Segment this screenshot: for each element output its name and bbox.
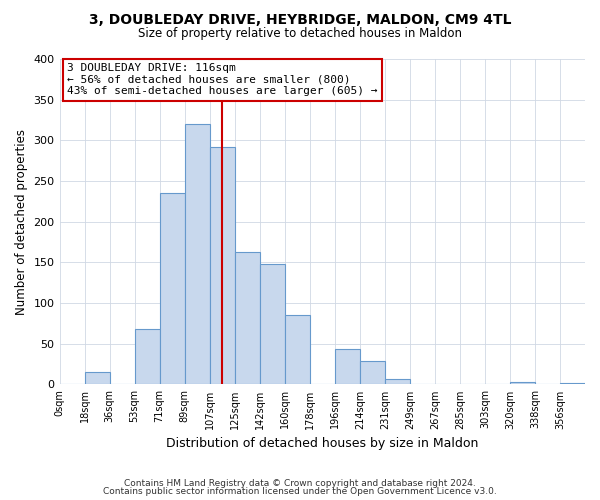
Bar [235, 252, 260, 384]
Bar [510, 382, 535, 384]
Bar [134, 329, 160, 384]
Bar [160, 193, 185, 384]
Bar [185, 124, 209, 384]
Text: Contains HM Land Registry data © Crown copyright and database right 2024.: Contains HM Land Registry data © Crown c… [124, 478, 476, 488]
Text: 3 DOUBLEDAY DRIVE: 116sqm
← 56% of detached houses are smaller (800)
43% of semi: 3 DOUBLEDAY DRIVE: 116sqm ← 56% of detac… [67, 63, 377, 96]
Bar [560, 383, 585, 384]
Y-axis label: Number of detached properties: Number of detached properties [15, 128, 28, 314]
Text: 3, DOUBLEDAY DRIVE, HEYBRIDGE, MALDON, CM9 4TL: 3, DOUBLEDAY DRIVE, HEYBRIDGE, MALDON, C… [89, 12, 511, 26]
Bar [360, 361, 385, 384]
Bar [285, 316, 310, 384]
Text: Contains public sector information licensed under the Open Government Licence v3: Contains public sector information licen… [103, 487, 497, 496]
Bar [260, 264, 285, 384]
Bar [335, 348, 360, 384]
Bar [385, 378, 410, 384]
Bar [209, 147, 235, 384]
Bar [85, 372, 110, 384]
X-axis label: Distribution of detached houses by size in Maldon: Distribution of detached houses by size … [166, 437, 478, 450]
Text: Size of property relative to detached houses in Maldon: Size of property relative to detached ho… [138, 28, 462, 40]
